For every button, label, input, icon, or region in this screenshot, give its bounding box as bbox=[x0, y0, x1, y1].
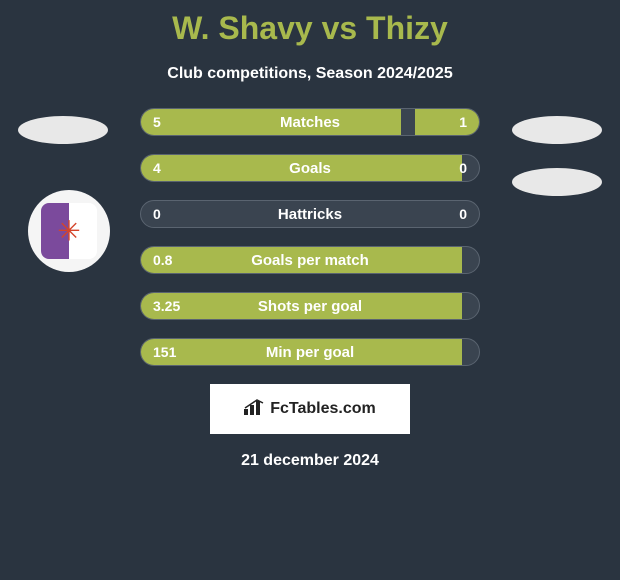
club-right-placeholder bbox=[512, 168, 602, 196]
player-left-placeholder bbox=[18, 116, 108, 144]
stat-bar-row: 5Matches1 bbox=[140, 108, 480, 136]
stat-bar-row: 0Hattricks0 bbox=[140, 200, 480, 228]
comparison-date: 21 december 2024 bbox=[0, 452, 620, 470]
stat-label: Hattricks bbox=[141, 201, 479, 227]
stat-value-right: 0 bbox=[459, 155, 467, 181]
brand-chart-icon bbox=[244, 399, 264, 420]
stat-bar-row: 4Goals0 bbox=[140, 154, 480, 182]
stat-value-right: 0 bbox=[459, 201, 467, 227]
stat-bar-row: 3.25Shots per goal bbox=[140, 292, 480, 320]
stat-bar-row: 151Min per goal bbox=[140, 338, 480, 366]
brand-label: FcTables.com bbox=[270, 400, 376, 418]
comparison-content: 5Matches14Goals00Hattricks00.8Goals per … bbox=[0, 108, 620, 470]
stat-label: Goals bbox=[141, 155, 479, 181]
stat-label: Shots per goal bbox=[141, 293, 479, 319]
club-left-badge bbox=[28, 190, 110, 272]
stat-label: Goals per match bbox=[141, 247, 479, 273]
comparison-title: W. Shavy vs Thizy bbox=[0, 0, 620, 47]
stat-bar-row: 0.8Goals per match bbox=[140, 246, 480, 274]
stat-bars-container: 5Matches14Goals00Hattricks00.8Goals per … bbox=[140, 108, 480, 366]
stat-value-right: 1 bbox=[459, 109, 467, 135]
brand-box: FcTables.com bbox=[210, 384, 410, 434]
stat-label: Matches bbox=[141, 109, 479, 135]
tfc-badge-icon bbox=[41, 203, 97, 259]
comparison-subtitle: Club competitions, Season 2024/2025 bbox=[0, 65, 620, 83]
player-right-placeholder bbox=[512, 116, 602, 144]
stat-label: Min per goal bbox=[141, 339, 479, 365]
